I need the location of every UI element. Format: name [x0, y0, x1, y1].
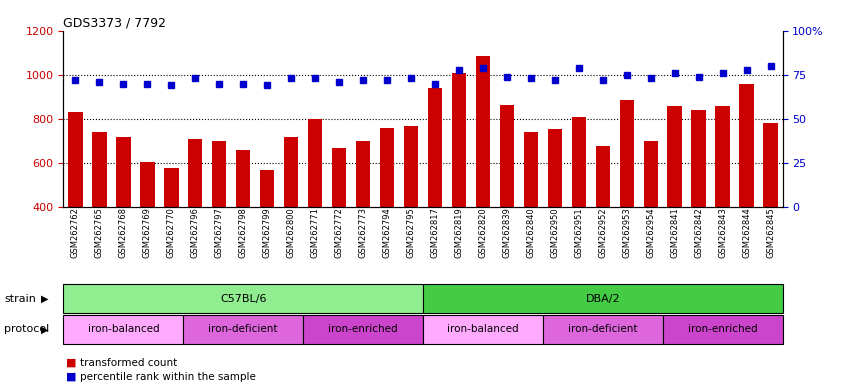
Text: GSM262952: GSM262952 — [598, 207, 607, 258]
Text: C57BL/6: C57BL/6 — [220, 293, 266, 304]
Bar — [63, 284, 423, 313]
Text: GSM262795: GSM262795 — [407, 207, 415, 258]
Text: protocol: protocol — [4, 324, 49, 334]
Bar — [500, 105, 514, 207]
Text: GSM262819: GSM262819 — [454, 207, 464, 258]
Bar — [404, 126, 418, 207]
Bar — [596, 146, 610, 207]
Bar — [188, 139, 202, 207]
Text: GSM262845: GSM262845 — [766, 207, 775, 258]
Bar — [140, 162, 155, 207]
Bar — [423, 284, 783, 313]
Text: GDS3373 / 7792: GDS3373 / 7792 — [63, 17, 167, 30]
Text: strain: strain — [4, 293, 36, 304]
Text: iron-deficient: iron-deficient — [208, 324, 278, 334]
Bar — [332, 148, 346, 207]
Text: GSM262796: GSM262796 — [191, 207, 200, 258]
Bar — [547, 129, 562, 207]
Text: GSM262773: GSM262773 — [359, 207, 367, 258]
Text: GSM262762: GSM262762 — [71, 207, 80, 258]
Text: GSM262951: GSM262951 — [574, 207, 583, 258]
Bar — [716, 106, 730, 207]
Text: GSM262798: GSM262798 — [239, 207, 248, 258]
Text: GSM262844: GSM262844 — [742, 207, 751, 258]
Bar — [303, 315, 423, 344]
Text: GSM262953: GSM262953 — [623, 207, 631, 258]
Bar — [92, 132, 107, 207]
Bar — [63, 315, 184, 344]
Text: GSM262770: GSM262770 — [167, 207, 176, 258]
Text: GSM262769: GSM262769 — [143, 207, 151, 258]
Text: GSM262842: GSM262842 — [695, 207, 703, 258]
Text: GSM262843: GSM262843 — [718, 207, 727, 258]
Text: GSM262800: GSM262800 — [287, 207, 295, 258]
Text: GSM262820: GSM262820 — [479, 207, 487, 258]
Text: GSM262797: GSM262797 — [215, 207, 223, 258]
Bar — [284, 137, 299, 207]
Text: DBA/2: DBA/2 — [585, 293, 620, 304]
Text: iron-balanced: iron-balanced — [88, 324, 159, 334]
Text: GSM262768: GSM262768 — [119, 207, 128, 258]
Text: GSM262799: GSM262799 — [263, 207, 272, 258]
Bar — [739, 84, 754, 207]
Text: GSM262839: GSM262839 — [503, 207, 511, 258]
Bar — [69, 113, 83, 207]
Bar — [164, 168, 179, 207]
Bar — [475, 56, 490, 207]
Text: GSM262954: GSM262954 — [646, 207, 655, 258]
Text: GSM262772: GSM262772 — [335, 207, 343, 258]
Bar — [184, 315, 303, 344]
Bar — [428, 88, 442, 207]
Text: ▶: ▶ — [41, 293, 48, 304]
Bar — [116, 137, 130, 207]
Text: GSM262817: GSM262817 — [431, 207, 439, 258]
Text: ■: ■ — [66, 358, 76, 368]
Text: transformed count: transformed count — [80, 358, 178, 368]
Bar — [452, 73, 466, 207]
Text: ■: ■ — [66, 372, 76, 382]
Bar — [380, 128, 394, 207]
Bar — [691, 110, 706, 207]
Text: ▶: ▶ — [41, 324, 48, 334]
Text: GSM262765: GSM262765 — [95, 207, 104, 258]
Bar — [662, 315, 783, 344]
Text: GSM262771: GSM262771 — [310, 207, 320, 258]
Bar — [308, 119, 322, 207]
Text: GSM262794: GSM262794 — [382, 207, 392, 258]
Bar — [236, 150, 250, 207]
Text: iron-enriched: iron-enriched — [688, 324, 757, 334]
Text: GSM262841: GSM262841 — [670, 207, 679, 258]
Text: GSM262950: GSM262950 — [551, 207, 559, 258]
Bar — [524, 132, 538, 207]
Bar — [356, 141, 371, 207]
Bar — [212, 141, 227, 207]
Bar — [619, 100, 634, 207]
Bar — [644, 141, 658, 207]
Bar — [667, 106, 682, 207]
Text: percentile rank within the sample: percentile rank within the sample — [80, 372, 256, 382]
Text: iron-balanced: iron-balanced — [448, 324, 519, 334]
Bar — [763, 123, 777, 207]
Bar — [423, 315, 543, 344]
Text: GSM262840: GSM262840 — [526, 207, 536, 258]
Bar — [543, 315, 662, 344]
Text: iron-enriched: iron-enriched — [328, 324, 398, 334]
Text: iron-deficient: iron-deficient — [568, 324, 638, 334]
Bar — [260, 170, 274, 207]
Bar — [572, 117, 586, 207]
